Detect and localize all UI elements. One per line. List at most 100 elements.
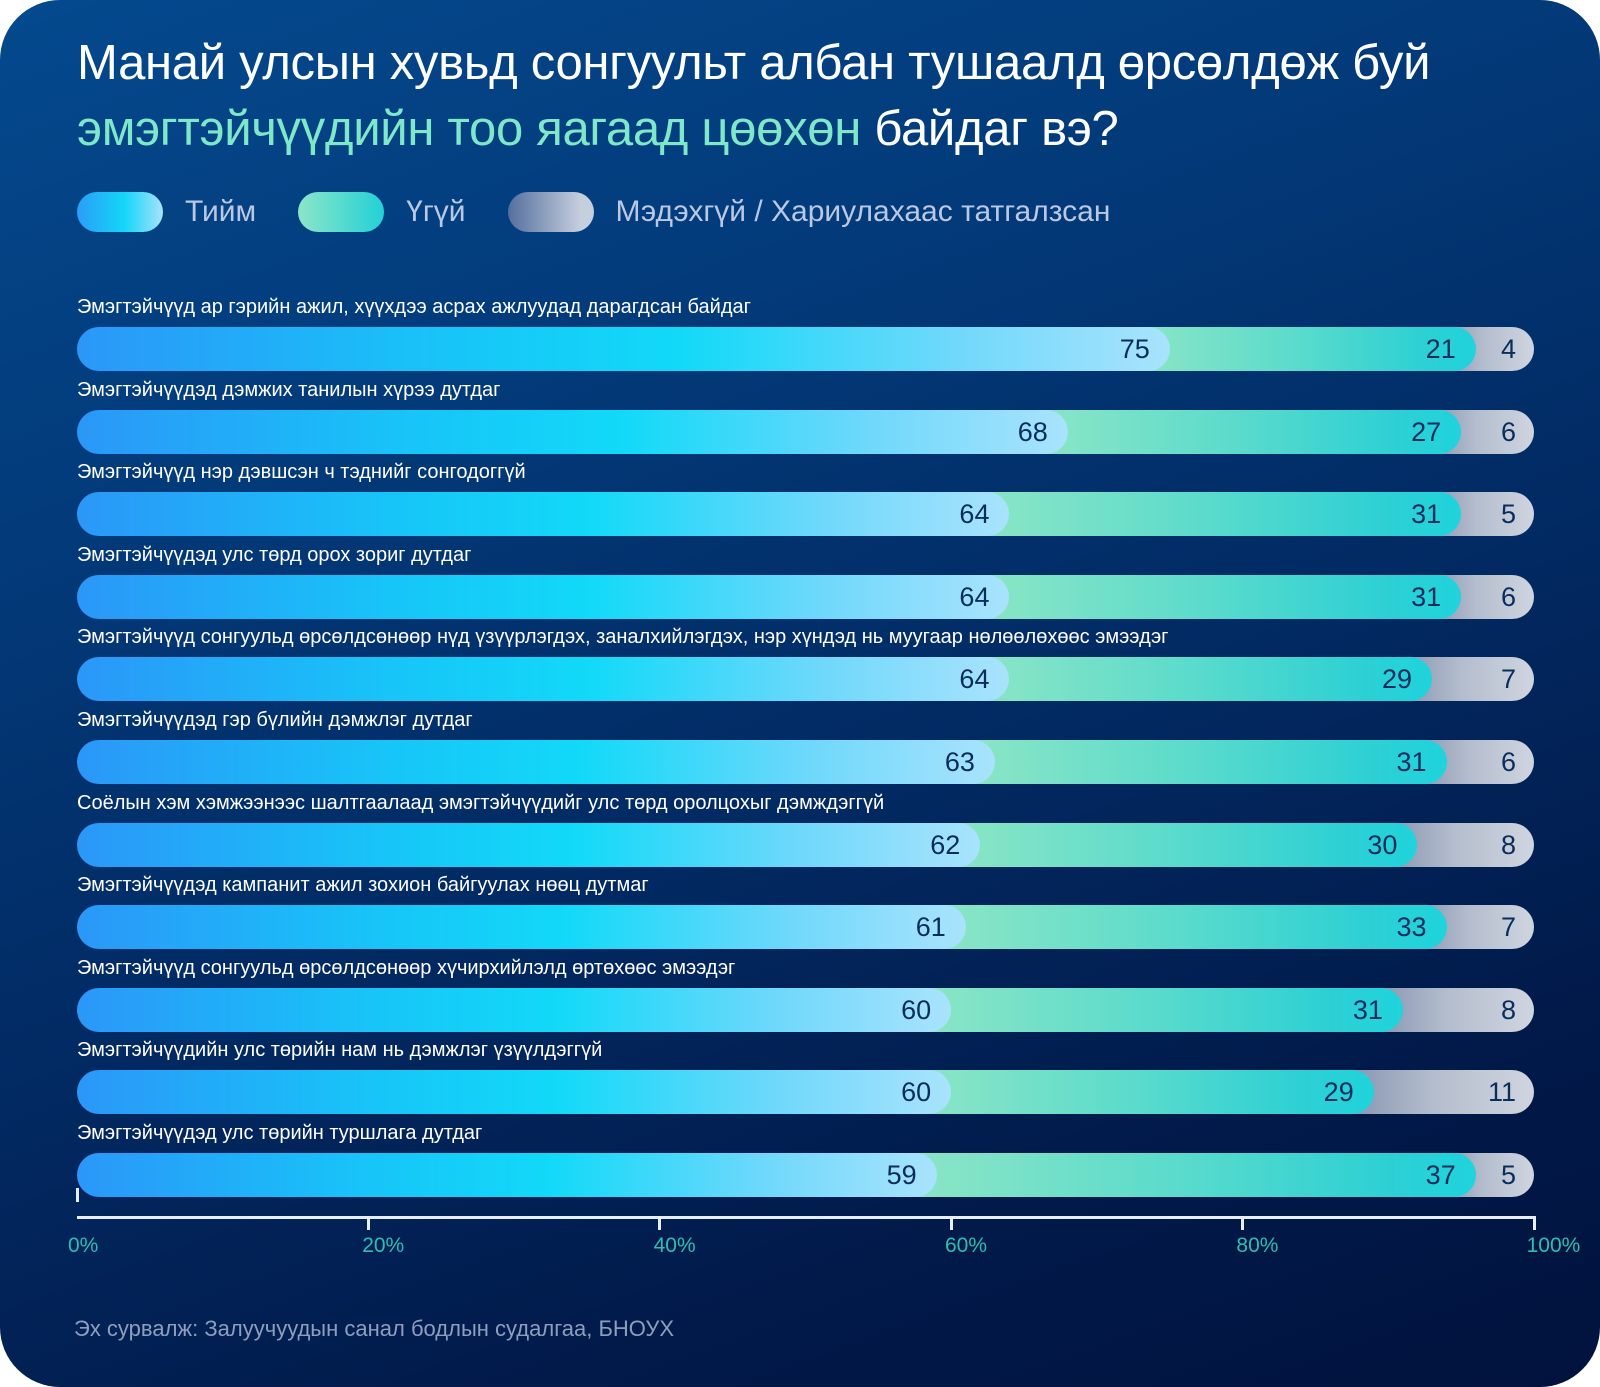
bar-segment-no (965, 492, 1462, 537)
x-tick-label: 60% (944, 1234, 988, 1257)
bar-row: Эмэгтэйчүүдийн улс төрийн нам нь дэмжлэг… (77, 1039, 1534, 1122)
bar-segment-yes (77, 905, 966, 950)
bar-segment-yes (77, 1152, 937, 1197)
category-label: Эмэгтэйчүүд нэр дэвшсэн ч тэднийг сонгод… (77, 461, 526, 484)
value-label-yes: 63 (944, 746, 975, 777)
x-tick (1241, 1216, 1245, 1230)
stacked-bar: 61 33 7 (77, 905, 1534, 950)
bar-segment-no (1023, 409, 1462, 454)
bar-row: Эмэгтэйчүүдэд дэмжих танилын хүрээ дутда… (77, 379, 1534, 462)
value-label-no: 27 (1411, 416, 1442, 447)
legend-item-dont-know: Мэдэхгүй / Хариулахаас татгалзсан (507, 192, 1110, 232)
title-line-2: эмэгтэйчүүдийн тоо яагаад цөөхөн байдаг … (77, 96, 1577, 162)
value-label-dont-know: 4 (1500, 334, 1516, 364)
x-axis-line (77, 1216, 1534, 1219)
bar-segment-no (965, 574, 1462, 619)
bar-segment-yes (77, 574, 1010, 619)
title-line-1: Манай улсын хувьд сонгуульт албан тушаал… (77, 36, 1431, 90)
category-label: Эмэгтэйчүүдэд гэр бүлийн дэмжлэг дутдаг (77, 708, 473, 731)
x-tick-label: 40% (653, 1234, 696, 1257)
x-tick (75, 1188, 79, 1202)
bar-row: Эмэгтэйчүүд ар гэрийн ажил, хүүхдээ асра… (77, 296, 1534, 379)
value-label-no: 31 (1411, 581, 1442, 612)
stacked-bar: 62 30 8 (77, 822, 1534, 867)
category-label: Эмэгтэйчүүд ар гэрийн ажил, хүүхдээ асра… (77, 296, 751, 318)
bar-row: Эмэгтэйчүүд нэр дэвшсэн ч тэднийг сонгод… (77, 461, 1534, 544)
bar-segment-yes (77, 327, 1170, 371)
stacked-bar: 68 27 6 (77, 409, 1534, 454)
bar-segment-yes (77, 657, 1010, 702)
bar-segment-yes (77, 739, 995, 784)
value-label-yes: 75 (1119, 334, 1150, 364)
legend-item-yes: Тийм (77, 192, 256, 232)
value-label-yes: 60 (901, 1077, 932, 1108)
stacked-bar: 64 31 6 (77, 574, 1534, 619)
value-label-dont-know: 6 (1500, 416, 1516, 447)
bar-segment-no (907, 987, 1403, 1032)
bar-segment-no (965, 657, 1432, 702)
x-tick (366, 1216, 370, 1230)
value-label-dont-know: 5 (1500, 1159, 1516, 1190)
value-label-yes: 64 (959, 499, 990, 530)
bar-segment-no (907, 1070, 1374, 1115)
bar-segment-no (950, 739, 1447, 784)
bar-segment-yes (77, 987, 952, 1032)
bar-row: Эмэгтэйчүүдэд гэр бүлийн дэмжлэг дутдаг 6… (77, 709, 1534, 792)
bar-row: Эмэгтэйчүүд сонгуульд өрсөлдсөнөөр хүчир… (77, 957, 1534, 1040)
value-label-yes: 60 (901, 994, 932, 1025)
bar-segment-no (921, 905, 1447, 950)
category-label: Эмэгтэйчүүдэд кампанит ажил зохион байгу… (77, 874, 649, 897)
value-label-yes: 62 (930, 829, 961, 860)
bar-row: Эмэгтэйчүүдэд кампанит ажил зохион байгу… (77, 874, 1534, 957)
value-label-dont-know: 7 (1500, 912, 1516, 943)
x-axis: 0% 20% 40% 60% 80% 100% (68, 1188, 1580, 1260)
bar-row: Соёлын хэм хэмжээнээс шалтгаалаад эмэгтэ… (77, 792, 1534, 875)
title-rest: байдаг вэ? (861, 102, 1119, 156)
value-label-no: 29 (1323, 1077, 1354, 1108)
stacked-bar: 64 29 7 (77, 657, 1534, 702)
x-tick-label: 0% (67, 1234, 99, 1257)
x-tick-label: 80% (1236, 1234, 1279, 1257)
x-tick-label: 100% (1526, 1234, 1581, 1257)
bar-rows: Эмэгтэйчүүд ар гэрийн ажил, хүүхдээ асра… (77, 296, 1534, 1205)
stacked-bar: 59 37 5 (77, 1152, 1534, 1197)
value-label-no: 31 (1352, 994, 1383, 1025)
x-tick (1532, 1216, 1536, 1230)
source-note: Эх сурвалж: Залуучуудын санал бодлын суд… (74, 1316, 675, 1341)
value-label-no: 29 (1381, 664, 1412, 695)
value-label-yes: 59 (886, 1159, 917, 1190)
bar-segment-no (1125, 327, 1476, 371)
value-label-dont-know: 8 (1500, 829, 1516, 860)
x-tick-label: 20% (362, 1234, 405, 1257)
value-label-dont-know: 6 (1500, 581, 1516, 612)
value-label-dont-know: 6 (1500, 746, 1516, 777)
stacked-bar: 63 31 6 (77, 739, 1534, 784)
bar-segment-yes (77, 492, 1010, 537)
legend-swatch-yes (77, 192, 163, 232)
value-label-dont-know: 5 (1500, 499, 1516, 530)
value-label-yes: 64 (959, 664, 990, 695)
bar-row: Эмэгтэйчүүд сонгуульд өрсөлдсөнөөр нүд ү… (77, 626, 1534, 709)
title-accent: эмэгтэйчүүдийн тоо яагаад цөөхөн (77, 102, 861, 156)
stacked-bar: 75 21 4 (77, 327, 1534, 371)
category-label: Эмэгтэйчүүд сонгуульд өрсөлдсөнөөр хүчир… (77, 956, 736, 979)
value-label-yes: 61 (915, 912, 946, 943)
value-label-no: 31 (1396, 746, 1427, 777)
bar-row: Эмэгтэйчүүдэд улс төрийн туршлага дутдаг… (77, 1122, 1534, 1205)
category-label: Эмэгтэйчүүдэд улс төрийн туршлага дутдаг (77, 1121, 483, 1144)
x-tick (658, 1216, 662, 1230)
value-label-yes: 68 (1017, 416, 1048, 447)
category-label: Эмэгтэйчүүдэд улс төрд орох зориг дутдаг (77, 543, 472, 566)
x-tick (949, 1216, 953, 1230)
value-label-dont-know: 7 (1500, 664, 1516, 695)
stacked-bar: 60 31 8 (77, 987, 1534, 1032)
value-label-no: 30 (1367, 829, 1398, 860)
bar-row: Эмэгтэйчүүдэд улс төрд орох зориг дутдаг… (77, 544, 1534, 627)
bar-segment-yes (77, 1070, 952, 1115)
legend-label-no: Үгүй (406, 195, 466, 228)
chart-title: Манай улсын хувьд сонгуульт албан тушаал… (77, 30, 1577, 162)
legend-item-no: Үгүй (298, 192, 466, 232)
bar-segment-no (936, 822, 1418, 867)
legend-label-yes: Тийм (185, 195, 257, 228)
